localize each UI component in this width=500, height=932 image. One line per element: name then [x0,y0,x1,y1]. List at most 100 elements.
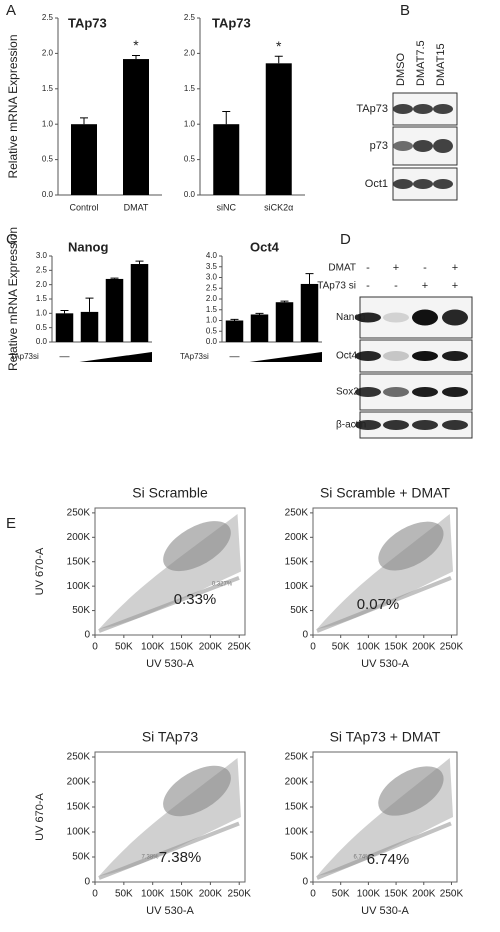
y-tick-label: 1.0 [36,308,48,317]
y-tick-label: 250K [285,508,309,519]
blot-band [355,420,381,430]
x-tick-label: 0 [92,889,98,900]
lane-label: DMAT7.5 [415,40,427,86]
y-tick-label: 0.0 [42,190,54,199]
y-tick-label: 4.0 [206,251,218,260]
y-tick-label: 2.0 [36,280,48,289]
y-tick-label: 2.0 [42,49,54,58]
y-axis-label: UV 670-A [34,792,46,840]
y-tick-label: 3.0 [36,251,48,260]
y-tick-label: 0 [302,877,308,888]
x-tick-label: 100K [141,642,165,653]
error-bar [132,55,140,60]
x-tick-label: 250K [228,889,252,900]
y-tick-label: 1.5 [206,305,218,314]
density-tail [316,821,452,880]
x-tick-label: 250K [440,889,464,900]
x-tick-label: Control [69,202,98,212]
blot-band [433,104,453,114]
y-tick-label: 2.5 [36,265,48,274]
y-tick-label: 0 [84,877,90,888]
gradient-triangle [79,352,152,362]
y-tick-label: 100K [285,581,309,592]
x-tick-label: 50K [332,642,350,653]
y-tick-label: 150K [67,802,91,813]
panel-label: A [6,2,16,19]
row-label: β-actin [336,420,366,431]
x-tick-label: DMAT [124,202,149,212]
y-tick-label: 250K [285,752,309,763]
x-axis-label: TAp73si [10,352,39,361]
density-core [378,521,444,571]
blot-band [355,351,381,361]
y-tick-label: 1.5 [36,294,48,303]
blot-band [383,387,409,397]
blot-band [413,179,433,189]
row-label: Nanog [336,312,365,323]
y-axis-label: Relative mRNA Expression [6,34,20,178]
y-tick-label: 3.5 [206,262,218,271]
y-tick-label: 50K [290,852,308,863]
x-tick-label: 200K [412,889,436,900]
lane-label: DMAT15 [435,43,447,86]
blot-band [412,387,438,397]
bar [80,311,99,342]
gate-label: 6.74% [353,855,371,861]
gate-label: 7.38% [141,855,159,861]
x-tick-label: 150K [170,889,194,900]
x-tick-label: siCK2α [264,202,293,212]
gate-label: 0.327% [212,582,233,588]
error-bar [85,297,94,312]
y-tick-label: 200K [285,777,309,788]
bar [300,283,319,342]
condition-sign: - [423,262,427,274]
condition-sign: - [366,262,370,274]
bar [275,302,294,342]
error-bar [135,260,144,265]
percent-label: 0.33% [174,591,217,608]
y-tick-label: 150K [285,802,309,813]
density-core [163,521,231,572]
x-tick-label: 200K [199,642,223,653]
panel-label: C [6,231,17,248]
blot-band [393,104,413,114]
chart-title: Nanog [68,239,109,254]
error-bar [274,55,283,64]
x-tick-label: 0 [92,642,98,653]
y-tick-label: 0.5 [42,155,54,164]
condition-label: TAp73 si [317,281,356,292]
condition-sign: + [452,262,458,274]
bar [265,63,292,196]
y-tick-label: 200K [67,777,91,788]
y-tick-label: 0.0 [36,337,48,346]
blot-band [412,309,438,326]
chart-title: Oct4 [250,239,280,254]
y-tick-label: 0 [302,630,308,641]
bar [213,124,240,195]
x-annotation: — [60,352,70,363]
error-bar [110,277,119,279]
y-tick-label: 1.0 [206,316,218,325]
x-tick-label: 0 [310,889,316,900]
density-tail [98,575,240,633]
y-tick-label: 2.5 [206,283,218,292]
x-axis-label: UV 530-A [146,905,194,917]
plot-title: Si TAp73 + DMAT [330,729,441,745]
density-core [378,766,444,816]
row-label: Sox2 [336,387,359,398]
x-tick-label: 250K [228,642,252,653]
y-tick-label: 0.0 [206,337,218,346]
blot-band [355,387,381,397]
density-tail [98,821,240,880]
blot-band [413,140,433,152]
y-tick-label: 150K [67,556,91,567]
error-bar [255,312,264,315]
x-tick-label: 200K [199,889,223,900]
significance-mark: * [276,38,282,54]
y-tick-label: 200K [285,532,309,543]
x-tick-label: 50K [115,889,133,900]
y-tick-label: 250K [67,508,91,519]
bar [225,320,244,342]
panel-label: B [400,2,410,19]
